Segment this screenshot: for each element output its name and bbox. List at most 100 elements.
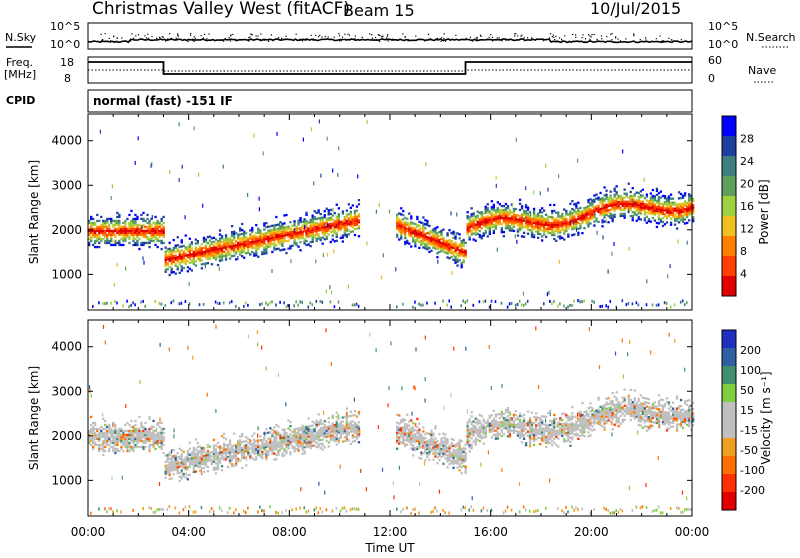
heatmap-cell xyxy=(666,302,668,305)
heatmap-cell xyxy=(140,214,142,216)
heatmap-cell xyxy=(471,233,473,235)
heatmap-cell xyxy=(181,259,183,261)
heatmap-cell xyxy=(152,430,154,432)
nsearch-point xyxy=(156,38,157,39)
heatmap-cell xyxy=(668,205,670,207)
heatmap-cell xyxy=(187,456,189,458)
heatmap-cell xyxy=(269,447,271,449)
heatmap-cell xyxy=(271,435,273,437)
heatmap-cell xyxy=(169,466,171,468)
heatmap-cell xyxy=(207,236,209,238)
heatmap-cell xyxy=(173,455,175,457)
nsearch-point xyxy=(589,40,590,41)
heatmap-cell xyxy=(195,246,197,248)
heatmap-cell xyxy=(221,251,223,253)
heatmap-cell xyxy=(132,446,134,448)
heatmap-cell xyxy=(543,210,545,212)
heatmap-cell xyxy=(473,232,475,234)
heatmap-cell xyxy=(410,427,412,429)
heatmap-cell xyxy=(350,423,352,425)
heatmap-cell xyxy=(326,228,328,230)
heatmap-cell xyxy=(428,233,430,235)
heatmap-cell xyxy=(219,458,221,460)
heatmap-cell xyxy=(396,422,398,424)
heatmap-cell xyxy=(525,222,527,224)
heatmap-cell xyxy=(219,252,221,254)
heatmap-cell xyxy=(243,233,245,235)
heatmap-cell xyxy=(346,234,348,236)
heatmap-cell xyxy=(124,220,126,222)
heatmap-cell xyxy=(144,226,146,228)
heatmap-cell xyxy=(203,239,205,241)
heatmap-cell xyxy=(416,448,418,450)
nsearch-point xyxy=(553,37,554,38)
heatmap-cell xyxy=(169,462,171,464)
heatmap-cell xyxy=(291,225,293,227)
heatmap-cell xyxy=(114,430,116,432)
heatmap-cell xyxy=(271,233,273,235)
heatmap-cell xyxy=(259,241,261,243)
heatmap-cell xyxy=(356,210,358,212)
heatmap-cell xyxy=(603,186,605,188)
heatmap-cell xyxy=(442,433,444,435)
heatmap-cell xyxy=(225,244,227,246)
heatmap-cell xyxy=(450,232,452,234)
heatmap-cell xyxy=(104,226,106,228)
heatmap-cell xyxy=(541,239,543,241)
heatmap-cell xyxy=(666,209,668,211)
heatmap-cell xyxy=(408,213,410,215)
heatmap-cell xyxy=(553,230,555,232)
heatmap-cell xyxy=(517,224,519,226)
heatmap-cell xyxy=(159,442,161,444)
heatmap-cell xyxy=(271,229,273,231)
heatmap-cell xyxy=(688,197,690,199)
heatmap-cell xyxy=(257,446,259,448)
heatmap-cell xyxy=(142,446,144,448)
nsearch-point xyxy=(661,41,662,42)
nsearch-point xyxy=(428,34,429,35)
heatmap-cell xyxy=(616,201,618,203)
heatmap-cell xyxy=(132,223,133,227)
heatmap-cell xyxy=(579,223,581,225)
heatmap-cell xyxy=(561,221,563,223)
heatmap-cell xyxy=(336,434,338,436)
nsearch-point xyxy=(248,37,249,38)
heatmap-cell xyxy=(485,226,487,228)
heatmap-cell xyxy=(452,259,454,261)
heatmap-cell xyxy=(352,440,354,442)
heatmap-cell xyxy=(418,231,420,233)
heatmap-cell xyxy=(150,230,152,232)
heatmap-cell xyxy=(670,224,672,226)
heatmap-cell xyxy=(182,165,183,169)
heatmap-cell xyxy=(477,217,479,219)
heatmap-cell xyxy=(169,254,171,256)
heatmap-cell xyxy=(285,226,287,228)
heatmap-cell xyxy=(257,450,259,452)
heatmap-cell xyxy=(674,208,676,210)
heatmap-cell xyxy=(316,222,318,224)
heatmap-cell xyxy=(340,225,342,227)
heatmap-cell xyxy=(251,231,253,233)
heatmap-cell xyxy=(437,260,438,264)
heatmap-cell xyxy=(334,438,336,440)
heatmap-cell xyxy=(446,304,448,307)
heatmap-cell xyxy=(348,203,350,205)
heatmap-cell xyxy=(134,218,136,220)
heatmap-cell xyxy=(299,439,301,441)
heatmap-cell xyxy=(171,249,173,251)
heatmap-cell xyxy=(497,215,499,217)
heatmap-cell xyxy=(318,229,320,231)
heatmap-cell xyxy=(159,422,161,424)
heatmap-cell xyxy=(597,209,599,211)
heatmap-cell xyxy=(426,232,428,234)
heatmap-cell xyxy=(308,243,310,245)
heatmap-cell xyxy=(336,224,338,226)
heatmap-cell xyxy=(537,225,539,227)
heatmap-cell xyxy=(601,221,603,223)
heatmap-cell xyxy=(136,242,138,244)
heatmap-cell xyxy=(426,444,428,446)
nsearch-point xyxy=(415,36,416,37)
heatmap-cell xyxy=(263,232,265,234)
heatmap-cell xyxy=(217,252,219,254)
heatmap-cell xyxy=(350,219,352,221)
